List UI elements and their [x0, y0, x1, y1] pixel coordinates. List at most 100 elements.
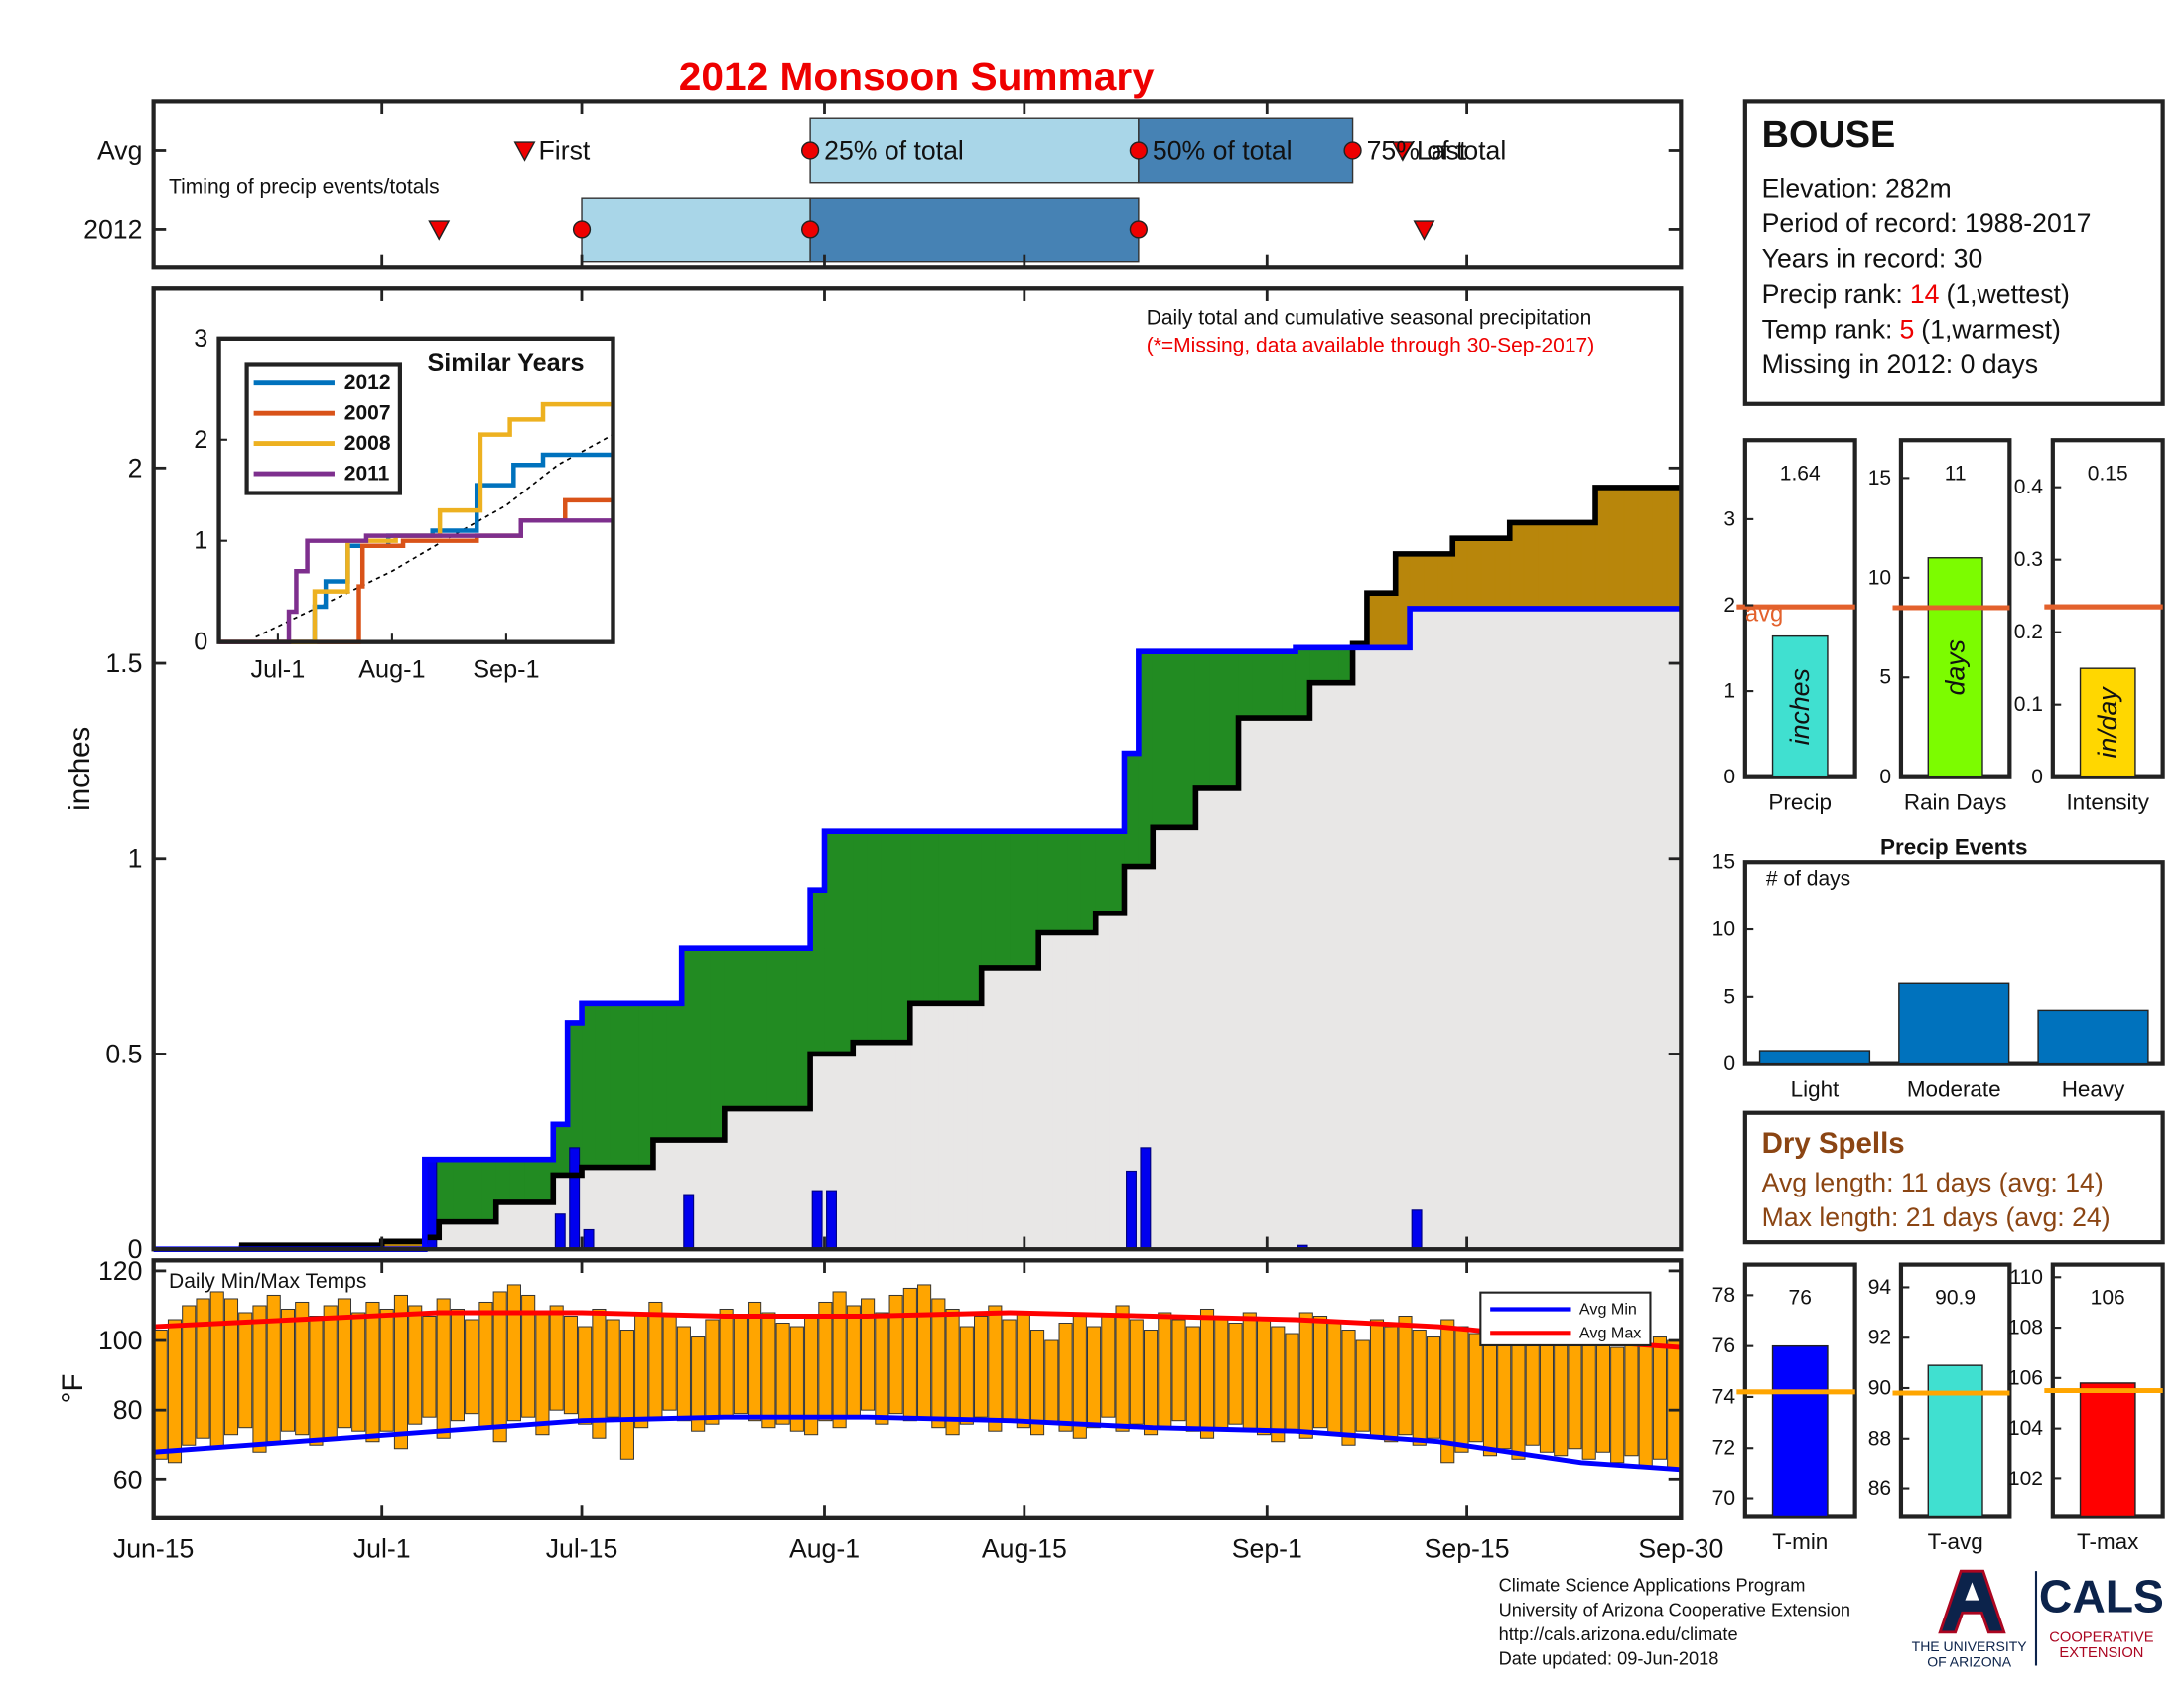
temp-bar	[465, 1319, 479, 1415]
temp-bar	[648, 1301, 663, 1418]
y-tick-label: 1.5	[105, 648, 142, 678]
temp-bar	[1624, 1333, 1639, 1457]
missing-note: (*=Missing, data available through 30-Se…	[1147, 334, 1595, 356]
temp-bar	[1016, 1312, 1030, 1429]
event-marker	[1413, 220, 1435, 241]
panel-label: # of days	[1766, 868, 1850, 891]
temp-bar	[634, 1312, 649, 1429]
panel-title: Daily Min/Max Temps	[169, 1270, 366, 1293]
y-tick-label: 0	[128, 1234, 143, 1264]
value-label: 1.64	[1780, 462, 1821, 485]
temp-bar	[1610, 1346, 1625, 1464]
temp-bar	[280, 1308, 296, 1432]
temp-bar	[1312, 1316, 1328, 1429]
category-label: Light	[1791, 1076, 1840, 1101]
temp-bar	[351, 1312, 366, 1432]
daily-bar	[826, 1190, 837, 1250]
temp-bar	[719, 1308, 734, 1418]
temp-bar	[1101, 1316, 1116, 1418]
temp-bar	[606, 1319, 620, 1418]
y-tick-label: 1	[128, 844, 143, 874]
temp-bar	[832, 1291, 847, 1429]
y-tick-label: 0.4	[2014, 476, 2044, 498]
temp-bar	[393, 1294, 408, 1450]
footer-line: University of Arizona Cooperative Extens…	[1499, 1599, 1850, 1619]
temp-bar	[1511, 1330, 1526, 1460]
legend-label: Avg Max	[1579, 1324, 1641, 1341]
panel-title: Precip Events	[1880, 834, 2027, 859]
temp-bar	[974, 1316, 989, 1418]
y-tick-label: 100	[98, 1326, 142, 1355]
dry-line: Max length: 21 days (avg: 24)	[1762, 1202, 2111, 1232]
y-tick-label: 0	[2031, 766, 2043, 788]
frame	[151, 1258, 1684, 1520]
y-tick-label: 0	[1723, 1053, 1735, 1075]
daily-bar	[554, 1213, 566, 1250]
frame-outline	[151, 286, 1684, 1252]
inset-title: Similar Years	[427, 350, 584, 377]
x-tick-label: Jun-15	[113, 1534, 194, 1564]
bar	[1771, 1344, 1829, 1518]
temp-bar	[1398, 1316, 1413, 1436]
y-tick-label: 10	[1712, 918, 1735, 941]
legend-label: 2012	[344, 371, 391, 394]
legend-label: Avg Min	[1579, 1300, 1637, 1318]
category-label: T-avg	[1928, 1529, 1983, 1554]
logo-a-hole	[1965, 1582, 1979, 1601]
temp-bar	[1595, 1339, 1611, 1453]
y-tick-label: 86	[1868, 1477, 1891, 1500]
y-tick-label: 0	[1723, 766, 1735, 788]
value-label: 76	[1789, 1287, 1812, 1310]
quartile-marker	[1343, 141, 1362, 160]
frame	[1742, 1110, 2165, 1245]
x-tick-label: Jul-1	[251, 656, 306, 684]
temp-bar	[733, 1316, 748, 1415]
avg-line	[153, 1310, 1682, 1350]
quartile-marker	[1129, 141, 1148, 160]
temp-bar	[818, 1301, 833, 1422]
x-tick-label: Sep-15	[1425, 1534, 1510, 1564]
temp-bar	[223, 1298, 239, 1436]
y-tick-label: 102	[2008, 1468, 2043, 1490]
temp-bar	[1327, 1323, 1342, 1436]
y-tick-label: 0	[1879, 766, 1891, 788]
legend-label: 2008	[344, 432, 391, 455]
temp-bar	[422, 1316, 437, 1418]
temp-bar	[789, 1326, 804, 1432]
temp-bar	[748, 1301, 762, 1422]
y-tick-label: 92	[1868, 1327, 1891, 1349]
y-tick-label: 0.2	[2014, 621, 2043, 643]
rank-label: Precip rank:	[1762, 279, 1903, 309]
quartile-marker	[800, 220, 820, 239]
temp-bar	[323, 1305, 338, 1439]
temp-bar	[478, 1301, 493, 1429]
temp-bar	[1638, 1343, 1653, 1467]
y-tick-label: 15	[1868, 467, 1891, 490]
temp-bar	[1568, 1336, 1582, 1450]
station-line: Years in record: 30	[1762, 243, 1983, 273]
bar	[2079, 1382, 2136, 1518]
temp-bar	[266, 1294, 281, 1443]
frame	[1742, 99, 2165, 406]
y-tick-label: 90	[1868, 1376, 1891, 1399]
y-tick-label: 5	[1879, 666, 1891, 689]
daily-bar	[1126, 1170, 1137, 1250]
temp-bar	[1468, 1333, 1483, 1443]
y-tick-label: 0.3	[2014, 548, 2043, 571]
temp-bar	[1384, 1326, 1399, 1443]
temp-bar	[619, 1330, 634, 1460]
temp-bar	[506, 1284, 521, 1422]
category-label: Heavy	[2062, 1076, 2125, 1101]
temp-bar	[1341, 1330, 1356, 1446]
light-box	[809, 117, 1140, 184]
station-line: Elevation: 282m	[1762, 173, 1952, 203]
temp-bar	[1426, 1336, 1441, 1439]
temp-bar	[691, 1336, 706, 1432]
y-tick-label: 3	[194, 325, 207, 352]
timing-note: Timing of precip events/totals	[169, 175, 440, 198]
x-tick-label: Sep-30	[1638, 1534, 1723, 1564]
temp-bar	[578, 1326, 593, 1425]
y-tick-label: 72	[1712, 1437, 1735, 1460]
y-tick-label: 1	[1723, 680, 1735, 703]
station-line: Period of record: 1988-2017	[1762, 209, 2092, 238]
